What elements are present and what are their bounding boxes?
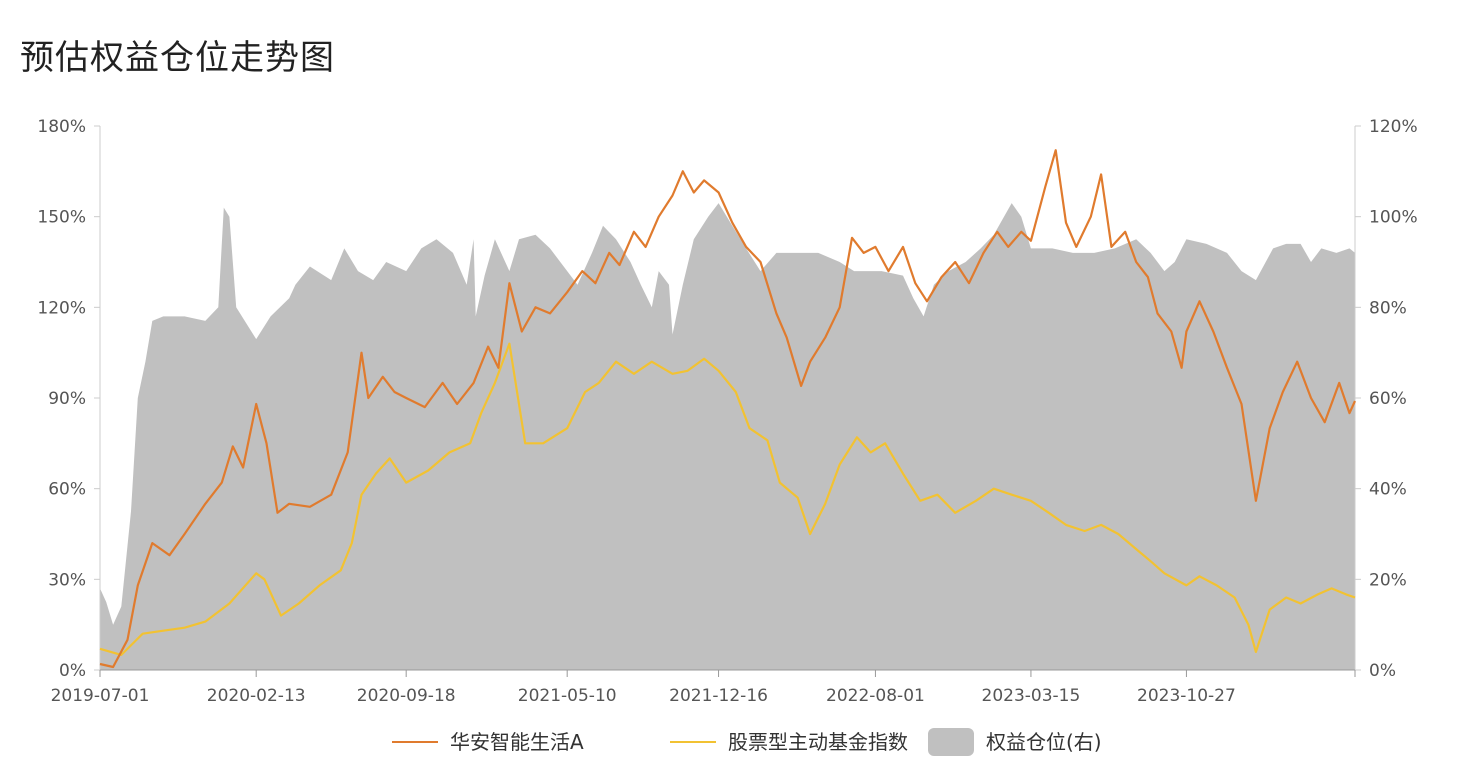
axes-layer: 0% 30% 60% 90% 120% 150% 180% 0% 20% 40% 60% 80% 100… [37, 117, 1417, 706]
x-tick-label: 2020-09-18 [357, 686, 456, 706]
y-right-tick-label: 100% [1369, 208, 1418, 228]
position-area-layer [100, 203, 1355, 670]
y-left-tick-label: 90% [48, 389, 86, 409]
legend-label-2: 权益仓位(右) [986, 730, 1102, 754]
y-left-tick-label: 60% [48, 480, 86, 500]
x-tick-label: 2021-05-10 [518, 686, 617, 706]
y-left-tick-label: 120% [37, 298, 86, 318]
x-tick-label: 2023-03-15 [982, 686, 1081, 706]
series-area-2 [100, 203, 1355, 670]
y-left-tick-label: 150% [37, 208, 86, 228]
y-left-tick-label: 0% [59, 661, 86, 681]
x-tick-label: 2020-02-13 [207, 686, 306, 706]
x-tick-label: 2021-12-16 [669, 686, 768, 706]
y-left-tick-label: 30% [48, 570, 86, 590]
y-right-tick-label: 20% [1369, 570, 1407, 590]
legend-label-1: 股票型主动基金指数 [728, 730, 908, 754]
y-right-tick-label: 60% [1369, 389, 1407, 409]
series-line-1 [99, 342, 1356, 656]
chart-title: 预估权益仓位走势图 [20, 38, 335, 78]
x-tick-label: 2023-10-27 [1137, 686, 1236, 706]
y-left-tick-label: 180% [37, 117, 86, 137]
y-right-tick-label: 120% [1369, 117, 1418, 137]
y-right-tick-label: 0% [1369, 661, 1396, 681]
legend: 华安智能生活A 股票型主动基金指数 权益仓位(右) [392, 728, 1102, 756]
legend-label-0: 华安智能生活A [450, 730, 584, 754]
legend-swatch-2 [928, 728, 974, 756]
y-right-tick-label: 40% [1369, 480, 1407, 500]
y-right-tick-label: 80% [1369, 298, 1407, 318]
series-line-0 [99, 149, 1357, 669]
x-tick-label: 2019-07-01 [51, 686, 150, 706]
lines-layer [99, 149, 1357, 669]
x-tick-label: 2022-08-01 [826, 686, 925, 706]
